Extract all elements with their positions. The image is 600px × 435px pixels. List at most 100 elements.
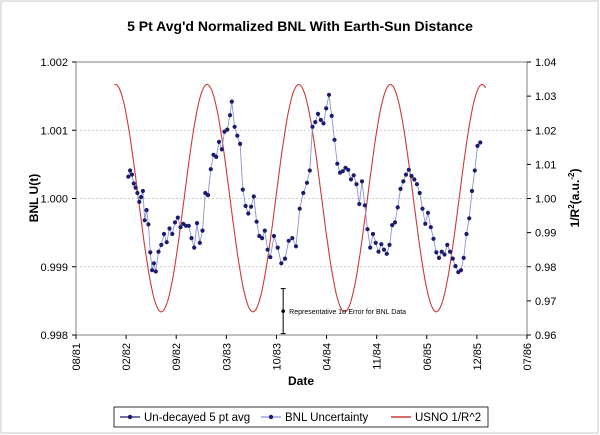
data-point [461,255,466,260]
data-point [329,113,334,118]
data-point [346,167,351,172]
data-point [133,185,138,190]
data-point [362,203,367,208]
data-point [439,249,444,254]
data-point [293,244,299,249]
data-point [148,250,153,255]
data-point [359,179,365,184]
y-gridlines [76,129,527,268]
data-point [348,177,354,182]
data-point [265,247,270,252]
data-point [417,190,422,196]
data-point [469,188,475,194]
data-point [290,236,295,241]
data-point [464,231,469,237]
data-point [321,121,326,126]
data-point [442,252,447,257]
data-point [225,127,230,132]
data-point [229,99,234,104]
y2-axis-label: 1/R2(a.u.-2) [567,169,582,228]
y2-tick-label: 0.99 [535,228,556,240]
chart-title: 5 Pt Avg'd Normalized BNL With Earth-Sun… [127,18,473,34]
data-point [403,172,409,177]
data-point [326,92,332,97]
data-point [227,113,233,118]
data-point [246,211,251,216]
data-point [478,140,483,145]
data-point [412,177,417,182]
data-point [156,249,161,254]
data-point [376,249,381,254]
data-point [370,231,376,237]
x-tick-label: 10/83 [271,343,283,371]
data-point [194,221,200,226]
y2-label-sup2: -2 [567,172,576,180]
x-tick-label: 09/82 [171,343,183,371]
error-annotation: Representative 1σ Error for BNL Data [280,288,406,335]
y2-tick-label: 0.97 [535,296,556,308]
data-point [139,195,144,200]
data-point [140,188,145,194]
legend-box [113,406,489,428]
data-point [243,203,248,209]
data-point [445,242,450,247]
data-point [275,245,280,250]
legend: Un-decayed 5 pt avg BNL Uncertainty USNO… [113,406,489,428]
data-point [423,221,428,226]
x-tick-label: 08/81 [71,343,83,371]
data-point [315,111,321,116]
y-axis-right: 0.96 0.97 0.98 0.99 1.00 1.01 1.02 1.03 1.04 [527,57,556,342]
data-point [428,225,433,230]
usno-curve [114,83,487,313]
data-point [472,168,477,173]
y2-tick-label: 1.04 [535,57,556,69]
x-tick-label: 12/85 [472,343,484,371]
data-point [379,242,384,247]
data-point [216,139,222,144]
data-point [286,238,291,243]
data-point [335,161,340,166]
data-point [200,228,205,233]
data-point [409,173,414,179]
data-point [135,190,140,196]
data-point [340,169,345,174]
data-point [197,240,202,245]
x-tick-label: 06/85 [422,343,434,371]
data-point [279,261,284,266]
data-point [387,242,392,247]
data-point [192,245,197,250]
x-tick-label: 03/83 [221,343,233,371]
data-point [268,255,273,260]
data-point [307,168,312,173]
data-point [167,226,172,231]
data-point [151,261,156,266]
y-tick-label: 1.001 [40,125,68,137]
data-point [137,199,142,204]
x-tick-label: 02/82 [121,343,133,371]
y2-tick-label: 0.98 [535,262,556,274]
x-tick-label: 04/84 [322,343,334,371]
data-point [365,227,370,232]
data-point [313,120,318,125]
data-point [395,205,400,210]
data-point [178,225,183,230]
legend-label-usno: USNO 1/R^2 [415,412,481,424]
data-point [170,231,175,237]
data-point [324,106,329,111]
data-point [467,216,472,221]
data-point [453,264,458,269]
data-point [189,236,194,241]
data-point [153,269,158,274]
data-point [297,206,302,211]
data-point [475,143,480,148]
usno-series [114,83,487,313]
y2-tick-label: 1.03 [535,91,556,103]
data-point [208,167,213,172]
data-point [186,223,191,228]
data-point [282,256,288,261]
error-annotation-label: Representative 1σ Error for BNL Data [289,309,406,316]
data-point [164,240,169,245]
y2-label-sup: 2 [567,204,576,209]
